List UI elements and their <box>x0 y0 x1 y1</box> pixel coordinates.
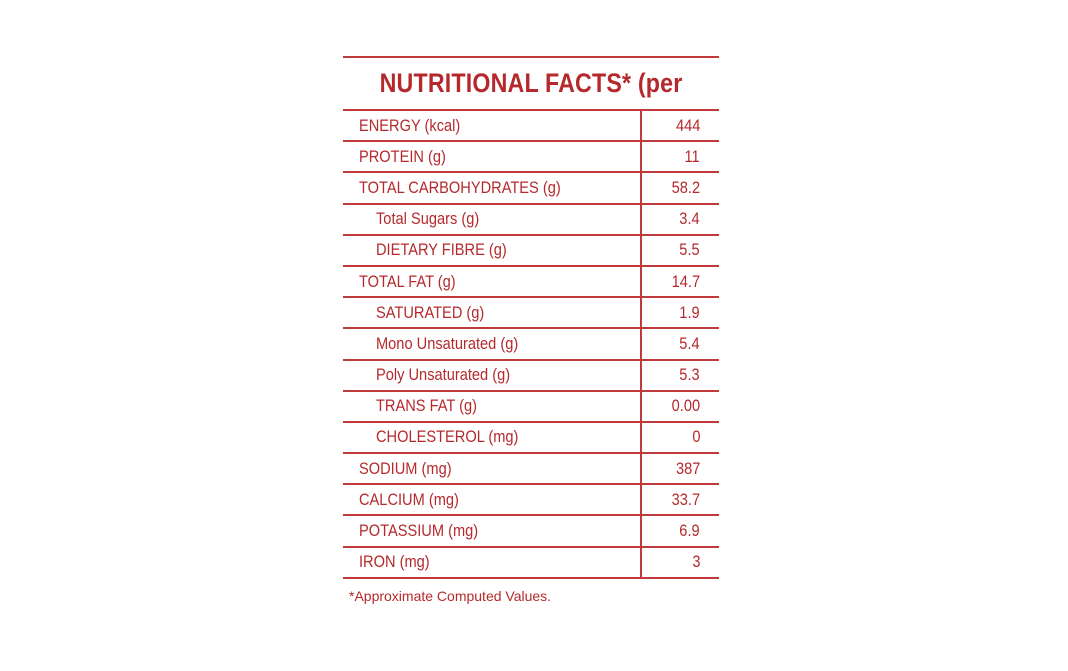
nutrient-value-cell: 5.3 <box>641 359 719 392</box>
nutrient-name: SODIUM (mg) <box>359 458 452 478</box>
nutrient-value-cell: 33.7 <box>641 484 719 517</box>
nutrient-name: PROTEIN (g) <box>359 146 446 166</box>
nutrient-row: CALCIUM (mg) 33.7 <box>343 484 719 517</box>
nutrient-name: ENERGY (kcal) <box>359 115 461 135</box>
nutrient-value-cell: 6.9 <box>641 515 719 548</box>
nutrient-name-cell: ENERGY (kcal) <box>343 111 642 143</box>
nutrient-name-cell: TRANS FAT (g) <box>343 390 642 423</box>
nutrition-facts-panel: NUTRITIONAL FACTS* (per 100g) ENERGY (kc… <box>343 56 719 604</box>
nutrient-name: TRANS FAT (g) <box>376 396 478 416</box>
footnote: *Approximate Computed Values. <box>349 587 552 604</box>
nutrient-value: 5.4 <box>679 333 700 353</box>
nutrient-name-cell: Mono Unsaturated (g) <box>343 328 642 361</box>
nutrient-value: 5.3 <box>679 365 700 385</box>
nutrient-value-cell: 14.7 <box>641 265 719 299</box>
title-row: NUTRITIONAL FACTS* (per 100g) <box>343 58 719 111</box>
nutrition-title: NUTRITIONAL FACTS* (per 100g) <box>379 68 683 98</box>
nutrient-row: TOTAL FAT (g) 14.7 <box>343 265 719 299</box>
nutrient-value-cell: 0.00 <box>641 390 719 423</box>
nutrient-row: SODIUM (mg) 387 <box>343 453 719 486</box>
nutrient-row: SATURATED (g) 1.9 <box>343 297 719 330</box>
nutrient-value: 33.7 <box>671 489 700 509</box>
nutrient-name-cell: SATURATED (g) <box>343 297 642 330</box>
nutrient-row: CHOLESTEROL (mg) 0 <box>343 421 719 455</box>
nutrient-row: POTASSIUM (mg) 6.9 <box>343 515 719 548</box>
nutrient-value: 1.9 <box>679 302 700 322</box>
nutrient-value: 5.5 <box>679 240 700 260</box>
nutrient-value-cell: 3 <box>641 546 719 579</box>
nutrient-row: Poly Unsaturated (g) 5.3 <box>343 359 719 392</box>
nutrient-value: 0.00 <box>671 396 700 416</box>
nutrient-name-cell: TOTAL FAT (g) <box>343 265 642 299</box>
nutrient-name: TOTAL CARBOHYDRATES (g) <box>359 177 561 197</box>
nutrient-value: 11 <box>684 146 700 166</box>
nutrient-value-cell: 0 <box>641 421 719 455</box>
nutrient-name: Total Sugars (g) <box>376 209 480 229</box>
nutrient-name: DIETARY FIBRE (g) <box>376 240 507 260</box>
nutrient-value: 3.4 <box>679 209 700 229</box>
nutrient-name-cell: Poly Unsaturated (g) <box>343 359 642 392</box>
nutrient-name-cell: CHOLESTEROL (mg) <box>343 421 642 455</box>
nutrient-name-cell: Total Sugars (g) <box>343 203 642 236</box>
nutrient-value: 444 <box>675 115 700 135</box>
nutrient-row: IRON (mg) 3 <box>343 546 719 579</box>
nutrient-name: POTASSIUM (mg) <box>359 521 479 541</box>
nutrient-value-cell: 1.9 <box>641 297 719 330</box>
nutrient-name: Mono Unsaturated (g) <box>376 333 519 353</box>
nutrient-name: Poly Unsaturated (g) <box>376 365 511 385</box>
nutrient-value-cell: 3.4 <box>641 203 719 236</box>
nutrient-row: PROTEIN (g) 11 <box>343 141 719 174</box>
nutrient-value: 6.9 <box>679 521 700 541</box>
nutrient-value: 3 <box>691 552 700 572</box>
nutrient-value-cell: 5.4 <box>641 328 719 361</box>
nutrient-value: 0 <box>691 427 700 447</box>
nutrient-name: TOTAL FAT (g) <box>359 271 456 291</box>
nutrient-name-cell: SODIUM (mg) <box>343 453 642 486</box>
nutrient-name-cell: IRON (mg) <box>343 546 642 579</box>
nutrient-row: TOTAL CARBOHYDRATES (g) 58.2 <box>343 172 719 205</box>
top-rule <box>343 56 719 58</box>
nutrient-value-cell: 58.2 <box>641 172 719 205</box>
nutrition-table-body: ENERGY (kcal) 444 PROTEIN (g) 11 TOTAL CARBO… <box>343 111 719 579</box>
nutrient-value: 14.7 <box>671 271 700 291</box>
nutrient-row: TRANS FAT (g) 0.00 <box>343 390 719 423</box>
nutrient-name: IRON (mg) <box>359 552 430 572</box>
nutrient-value-cell: 444 <box>641 111 719 143</box>
nutrient-row: DIETARY FIBRE (g) 5.5 <box>343 234 719 267</box>
nutrient-name: CALCIUM (mg) <box>359 489 459 509</box>
nutrient-row: Mono Unsaturated (g) 5.4 <box>343 328 719 361</box>
nutrient-value: 58.2 <box>671 177 700 197</box>
nutrient-row: ENERGY (kcal) 444 <box>343 111 719 143</box>
nutrient-name-cell: CALCIUM (mg) <box>343 484 642 517</box>
nutrient-value: 387 <box>675 458 700 478</box>
nutrient-name-cell: POTASSIUM (mg) <box>343 515 642 548</box>
nutrient-name-cell: TOTAL CARBOHYDRATES (g) <box>343 172 642 205</box>
nutrient-value-cell: 387 <box>641 453 719 486</box>
nutrient-value-cell: 5.5 <box>641 234 719 267</box>
nutrient-name-cell: DIETARY FIBRE (g) <box>343 234 642 267</box>
nutrient-name: CHOLESTEROL (mg) <box>376 427 519 447</box>
nutrient-value-cell: 11 <box>641 141 719 174</box>
nutrient-name: SATURATED (g) <box>376 302 485 322</box>
nutrition-table: ENERGY (kcal) 444 PROTEIN (g) 11 TOTAL CARBO… <box>343 111 719 579</box>
nutrient-row: Total Sugars (g) 3.4 <box>343 203 719 236</box>
nutrient-name-cell: PROTEIN (g) <box>343 141 642 174</box>
